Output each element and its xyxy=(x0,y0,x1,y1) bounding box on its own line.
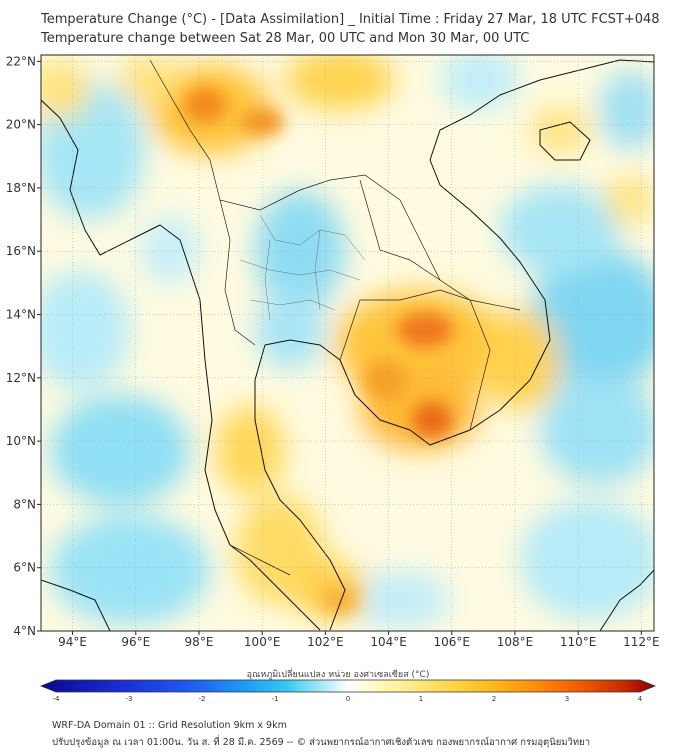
colorbar-tick-label: -4 xyxy=(53,695,61,703)
lat-tick-label: 8°N xyxy=(13,497,36,511)
west-coastline xyxy=(41,99,321,631)
lon-tick-label: 106°E xyxy=(434,635,471,649)
hainan-island xyxy=(539,121,591,161)
province-borders xyxy=(239,214,366,321)
lat-tick-label: 16°N xyxy=(6,244,36,258)
lat-tick-label: 4°N xyxy=(13,624,36,638)
lon-tick-label: 98°E xyxy=(185,635,214,649)
lat-tick-label: 14°N xyxy=(6,308,36,322)
lat-tick-label: 6°N xyxy=(13,561,36,575)
colorbar-tick-label: -3 xyxy=(126,695,133,703)
colorbar-title: อุณหภูมิเปลี่ยนแปลง หน่วย องศาเซลเซียส (… xyxy=(246,670,430,680)
lat-tick-label: 22°N xyxy=(6,54,36,68)
colorbar: -4 -3 -2 -1 0 1 2 3 4 xyxy=(39,679,657,703)
gulf-coastline xyxy=(254,114,551,631)
colorbar-ticks: -4 -3 -2 -1 0 1 2 3 4 xyxy=(53,695,643,703)
colorbar-tick-label: -2 xyxy=(199,695,206,703)
cool-area-south-china-sea xyxy=(530,250,654,390)
lat-tick-label: 10°N xyxy=(6,434,36,448)
lat-tick-label: 12°N xyxy=(6,371,36,385)
colorbar-ramp xyxy=(39,679,657,693)
lat-tick-label: 20°N xyxy=(6,118,36,132)
cool-area-central-thailand xyxy=(255,190,345,310)
field-hotspots xyxy=(183,87,453,614)
lat-tick-label: 18°N xyxy=(6,181,36,195)
update-credit: ปรับปรุงข้อมูล ณ เวลา 01:00น. วัน ส. ที่… xyxy=(52,737,591,748)
lon-tick-label: 112°E xyxy=(623,635,660,649)
hotspot-mekong-delta xyxy=(412,402,452,438)
colorbar-tick-label: 1 xyxy=(419,695,423,703)
colorbar-tick-label: 4 xyxy=(638,695,643,703)
map-frame xyxy=(40,54,655,632)
colorbar-tick-label: -1 xyxy=(272,695,279,703)
lon-tick-label: 96°E xyxy=(121,635,150,649)
map-subtitle: Temperature change between Sat 28 Mar, 0… xyxy=(41,31,530,46)
model-info: WRF-DA Domain 01 :: Grid Resolution 9km … xyxy=(52,720,287,731)
axis-ticks: 94°E 96°E 98°E 100°E 102°E 104°E 106°E 108°E 110… xyxy=(6,54,660,649)
colorbar-tick-label: 0 xyxy=(346,695,350,703)
hotspot-northern-cambodia xyxy=(397,312,453,348)
lon-tick-label: 108°E xyxy=(497,635,534,649)
lon-tick-label: 94°E xyxy=(58,635,87,649)
graticule xyxy=(41,55,654,631)
lon-tick-label: 100°E xyxy=(244,635,281,649)
lon-tick-label: 102°E xyxy=(307,635,344,649)
temperature-field xyxy=(41,55,654,631)
colorbar-tick-label: 3 xyxy=(565,695,569,703)
lon-tick-label: 104°E xyxy=(370,635,407,649)
map-title: Temperature Change (°C) - [Data Assimila… xyxy=(41,12,660,27)
colorbar-tick-label: 2 xyxy=(492,695,496,703)
lon-tick-label: 110°E xyxy=(560,635,597,649)
country-borders xyxy=(149,59,521,576)
coastlines xyxy=(41,59,654,631)
